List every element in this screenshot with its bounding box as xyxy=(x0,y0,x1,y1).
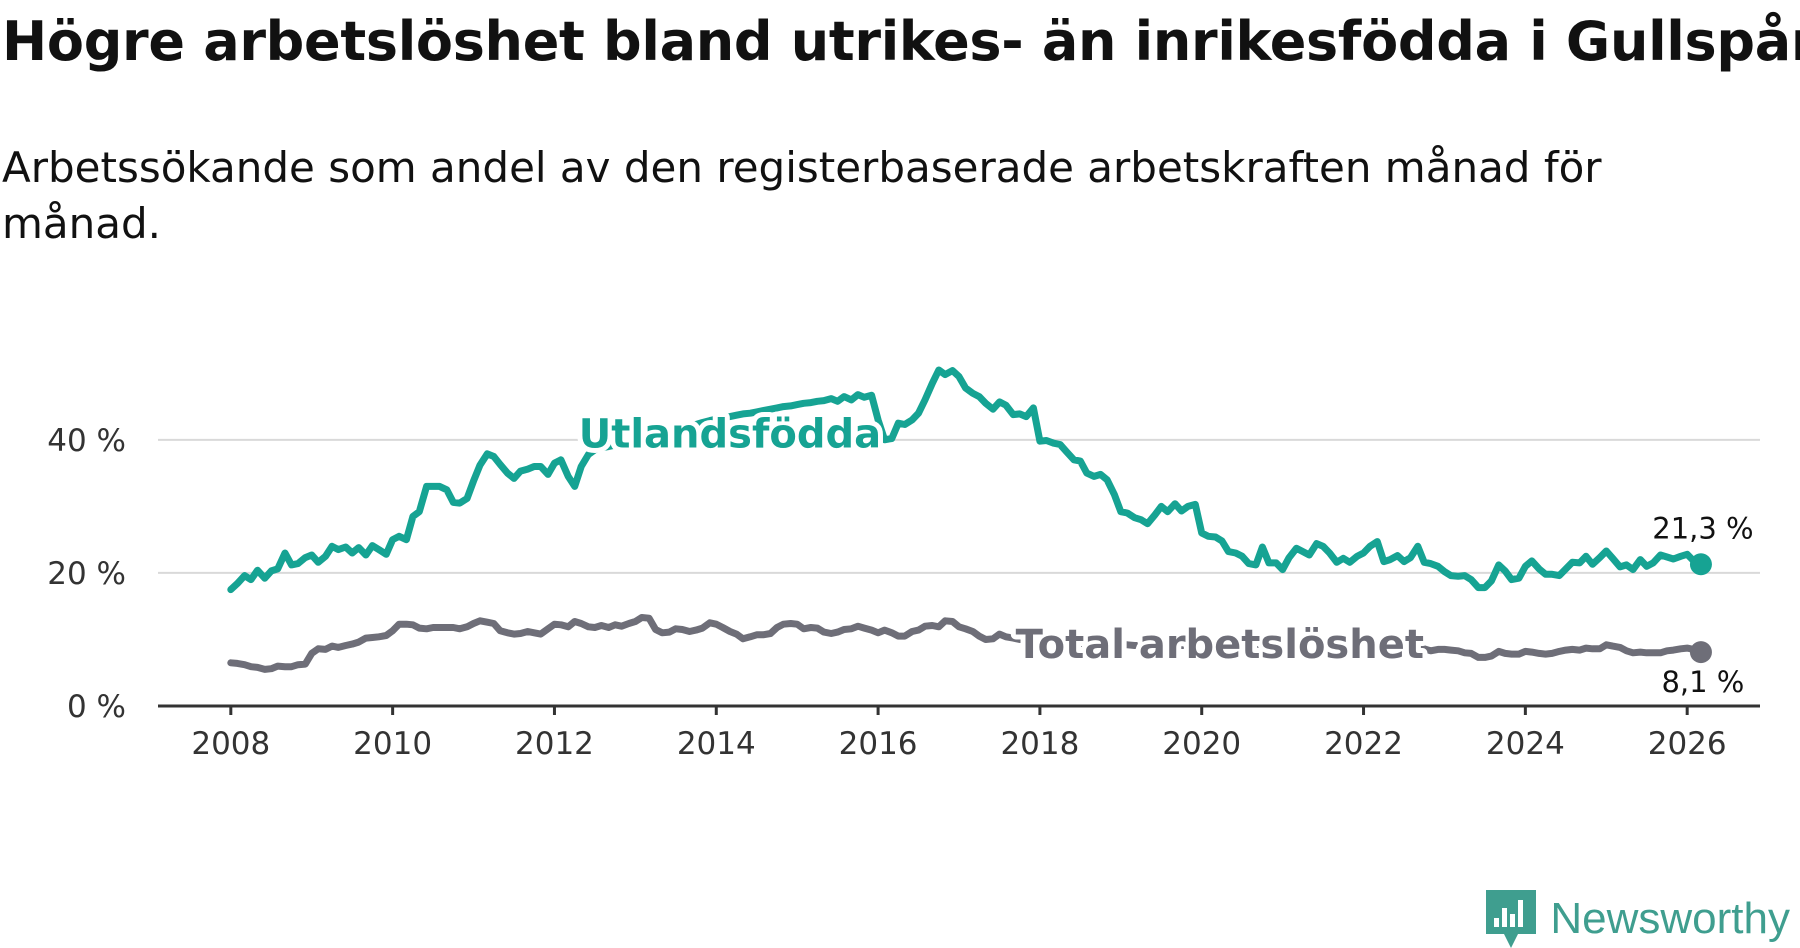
series-endpoint-0 xyxy=(1689,553,1712,576)
series-name-label: Total arbetslöshet xyxy=(1016,622,1424,668)
x-tick-label: 2012 xyxy=(515,726,594,762)
series-end-label: 21,3 % xyxy=(1652,511,1753,545)
chart-subtitle: Arbetssökande som andel av den registerb… xyxy=(2,143,1602,248)
x-tick-label: 2016 xyxy=(839,726,918,762)
chart-title: Högre arbetslöshet bland utrikes- än inr… xyxy=(2,10,1800,73)
y-tick-label: 40 % xyxy=(47,423,126,459)
x-tick-label: 2022 xyxy=(1324,726,1403,762)
gridlines xyxy=(158,438,1760,574)
x-tick-label: 2020 xyxy=(1162,726,1241,762)
newsworthy-logo-icon xyxy=(1486,890,1537,948)
brand-name: Newsworthy xyxy=(1550,894,1790,943)
x-tick-label: 2024 xyxy=(1486,726,1565,762)
x-tick-label: 2018 xyxy=(1000,726,1079,762)
x-tick-label: 2010 xyxy=(353,726,432,762)
series-line-1 xyxy=(227,614,1705,673)
series-labels: 21,3 % 8,1 % Utlandsfödda Total arbetslöshe… xyxy=(574,407,1754,700)
series-end-label: 8,1 % xyxy=(1661,665,1744,699)
series-name-label: Utlandsfödda xyxy=(579,412,881,458)
y-tick-label: 0 % xyxy=(67,689,126,725)
y-tick-label: 20 % xyxy=(47,556,126,592)
series-line-0 xyxy=(227,366,1705,594)
x-axis: 2008 2010 2012 2014 2016 2018 2020 2022 2024 2026 xyxy=(158,704,1760,762)
brand[interactable]: Newsworthy xyxy=(1486,890,1790,948)
y-axis-ticks: 0 % 20 % 40 % xyxy=(47,423,126,725)
series-endpoint-1 xyxy=(1689,641,1712,664)
x-tick-label: 2026 xyxy=(1648,726,1727,762)
x-tick-label: 2008 xyxy=(191,726,270,762)
x-tick-label: 2014 xyxy=(677,726,756,762)
series-lines xyxy=(227,366,1712,673)
